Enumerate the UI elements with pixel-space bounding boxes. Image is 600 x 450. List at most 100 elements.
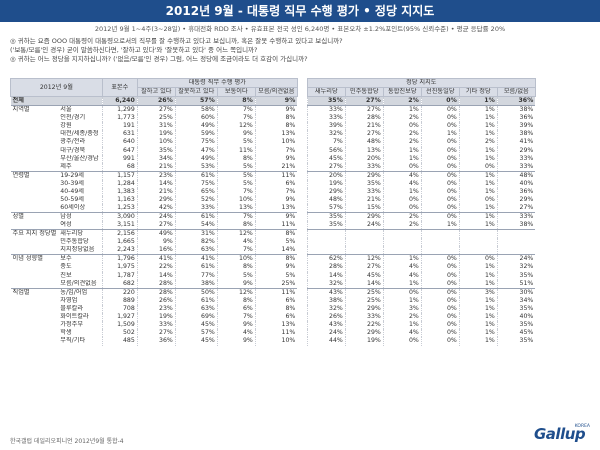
table-row: 대구/경북 647 35% 47% 11% 7% 56% 13% 1% 0% 1% 29% [11,146,536,155]
cell-none: 35% [496,271,536,280]
cell-disapprove: 75% [174,179,218,188]
cell-neutral: 5% [216,170,256,180]
cell-other: 1% [458,96,498,106]
cell-sample: 502 [101,329,138,338]
cell-seonjin: 0% [420,212,460,222]
cell-noopinion: 9% [254,154,298,163]
gallup-logo: KOREA Gallup [534,424,592,448]
cell-neutral: 6% [216,304,256,313]
cell-seonjin [420,246,460,255]
cell-none: 29% [496,196,536,205]
cell-neutral: 12% [216,122,256,131]
group-label [11,272,59,280]
cell-neutral: 9% [216,337,256,346]
cell-noopinion: 11% [254,329,298,338]
cell-saenuri: 32% [306,130,346,139]
cell-minju: 14% [344,279,384,289]
table-row: 주요 지지 정당별 새누리당 2,156 49% 31% 12% 8% [10,229,536,239]
row-label: 새누리당 [58,229,103,239]
group-label [11,138,59,146]
group-header-party: 정당 지지도 [306,78,536,88]
group-label [11,130,59,138]
cell-none [496,229,536,239]
column-gap [297,229,308,239]
cell-saenuri: 45% [306,154,346,163]
cell-seonjin: 0% [420,321,460,330]
cell-other: 1% [458,321,498,330]
row-label: 진보 [60,271,72,279]
cell-none [496,238,536,247]
cell-other: 1% [458,122,498,131]
cell-none [496,246,536,255]
cell-neutral: 8% [216,221,256,230]
cell-other: 1% [458,204,498,213]
cell-saenuri: 19% [306,179,346,188]
cell-noopinion: 5% [254,271,298,280]
column-gap [297,238,308,247]
cell-saenuri: 39% [306,122,346,131]
cell-disapprove: 77% [174,271,218,280]
cell-noopinion: 8% [254,122,298,131]
cell-sample: 889 [101,296,138,305]
cell-neutral: 4% [216,238,256,247]
group-header-approval: 대통령 직무 수행 평가 [136,78,298,88]
cell-saenuri: 26% [306,312,346,322]
row-label: 민주통합당 [60,238,89,246]
cell-minju: 24% [344,221,384,230]
cell-disapprove: 61% [174,170,218,180]
cell-approve: 24% [136,212,176,222]
cell-saenuri: 24% [306,329,346,338]
group-label [11,337,59,345]
cell-none: 39% [496,122,536,131]
table-row: 50-59세 1,163 29% 52% 10% 9% 48% 21% 0% 0% 0% 29% [11,196,536,205]
cell-approve: 29% [136,196,176,205]
column-gap [297,105,308,114]
col-header-other: 기타 정당 [458,87,498,97]
cell-seonjin: 0% [420,187,460,197]
cell-disapprove: 45% [174,337,218,346]
cell-sample: 2,156 [101,229,138,239]
cell-saenuri: 33% [306,114,346,123]
cell-disapprove: 47% [174,146,218,155]
cell-seonjin: 0% [420,105,460,114]
table-row: 지역별 서울 1,299 27% 58% 7% 9% 33% 27% 1% 0% 1% 38% [10,105,536,114]
cell-sample: 1,163 [101,196,138,205]
table-header-row-2: 잘하고 있다 잘못하고 있다 보통이다 모름/의견없음 새누리당 민주통합당 통… [11,87,536,97]
cell-saenuri: 57% [306,204,346,213]
column-gap [297,221,308,230]
cell-seonjin: 0% [420,122,460,131]
cell-sample: 640 [101,138,138,147]
cell-minju: 29% [344,212,384,222]
cell-tongjin: 1% [382,321,422,330]
cell-noopinion: 7% [254,146,298,155]
cell-other [458,246,498,255]
column-gap [297,114,308,123]
cell-approve: 21% [136,162,176,172]
cell-seonjin: 0% [420,196,460,205]
cell-tongjin: 4% [382,170,422,180]
cell-noopinion: 9% [254,196,298,205]
row-label: 전체 [10,96,103,106]
cell-seonjin: 0% [420,312,460,322]
cell-minju: 27% [344,96,384,106]
cell-noopinion: 8% [254,229,298,239]
cell-seonjin: 0% [420,263,460,272]
cell-none: 33% [496,154,536,163]
cell-approve: 28% [136,279,176,289]
cell-noopinion: 13% [254,130,298,139]
cell-disapprove: 54% [174,221,218,230]
cell-seonjin: 0% [420,337,460,346]
row-label: 농/임/어업 [58,287,103,297]
cell-saenuri: 38% [306,296,346,305]
cell-disapprove: 63% [174,304,218,313]
cell-seonjin: 0% [420,162,460,172]
group-label [11,163,59,172]
logo-text: Gallup [534,425,586,443]
table-row: 광주/전라 640 10% 75% 5% 10% 7% 48% 2% 0% 2% 41% [11,138,536,147]
column-gap [297,263,308,272]
table-row: 민주통합당 1,665 9% 82% 4% 5% [11,238,536,247]
cell-tongjin: 2% [382,138,422,147]
cell-approve: 26% [136,296,176,305]
cell-other: 1% [458,212,498,222]
cell-neutral: 8% [216,96,256,106]
